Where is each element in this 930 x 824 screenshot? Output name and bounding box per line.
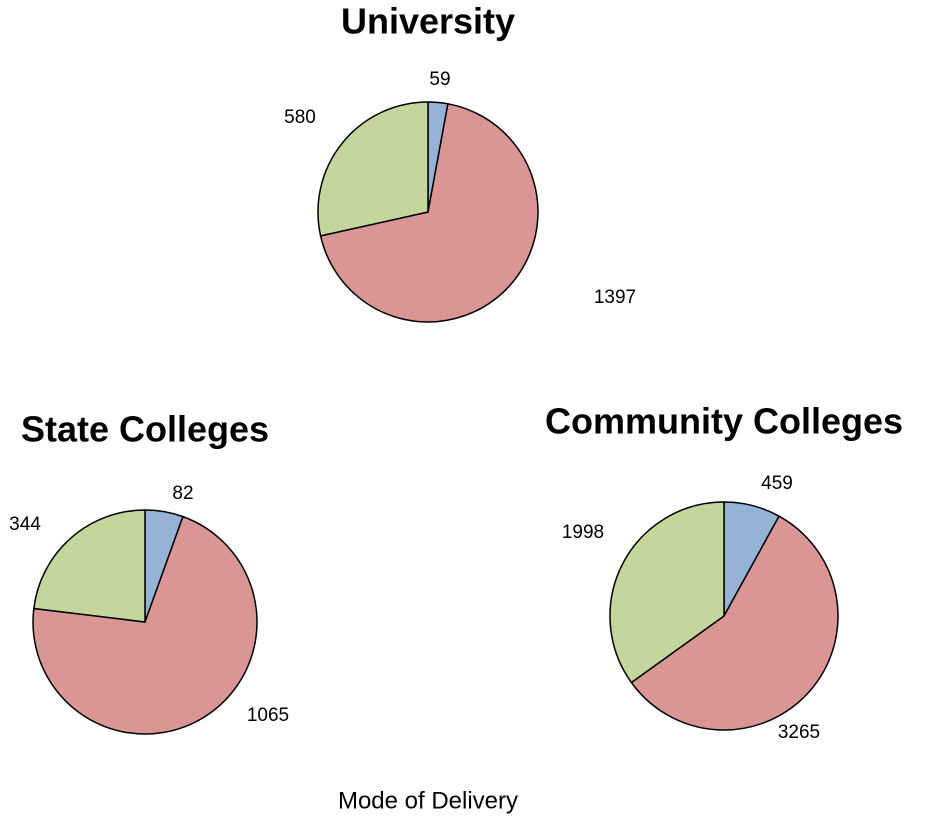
value-label: 580 bbox=[284, 107, 316, 128]
caption: Mode of Delivery bbox=[338, 787, 518, 814]
pie-slice bbox=[32, 515, 258, 735]
pie-slice bbox=[609, 501, 725, 684]
value-label: 59 bbox=[429, 69, 450, 90]
chart-title: Community Colleges bbox=[545, 401, 903, 442]
value-label: 3265 bbox=[778, 722, 820, 743]
value-label: 459 bbox=[761, 473, 793, 494]
value-label: 1065 bbox=[247, 705, 289, 726]
pie-slice bbox=[630, 515, 839, 731]
chart-title: University bbox=[341, 1, 515, 42]
value-label: 82 bbox=[172, 483, 193, 504]
value-label: 1397 bbox=[594, 287, 636, 308]
pie-slice bbox=[319, 102, 539, 323]
pie-slice bbox=[32, 509, 146, 623]
pie-slice bbox=[317, 101, 429, 237]
chart-title: State Colleges bbox=[21, 409, 269, 450]
value-label: 1998 bbox=[562, 522, 604, 543]
value-label: 344 bbox=[9, 514, 41, 535]
